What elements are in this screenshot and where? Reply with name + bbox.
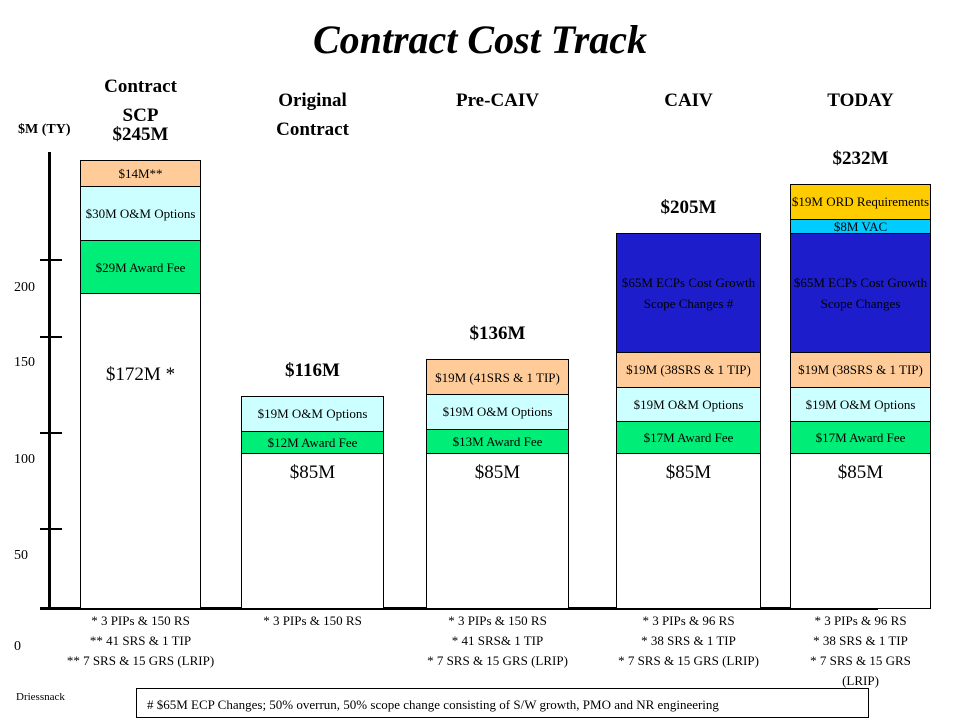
- y-tick-mark: [40, 528, 62, 530]
- column-header: CAIV: [664, 90, 713, 111]
- bar-segment: $19M (38SRS & 1 TIP): [616, 352, 761, 388]
- segment-label: $29M Award Fee: [95, 259, 186, 275]
- column-total-label: $232M: [832, 147, 889, 169]
- segment-label: $19M O&M Options: [442, 404, 553, 420]
- segment-label: $65M ECPs Cost Growth Scope Changes: [793, 275, 928, 312]
- segment-label: $19M (38SRS & 1 TIP): [626, 362, 751, 378]
- bar-segment: $85M: [426, 452, 569, 609]
- segment-label: $19M (41SRS & 1 TIP): [435, 369, 560, 385]
- column-total-label: $116M: [285, 359, 340, 381]
- note-line: (LRIP): [842, 673, 879, 688]
- bar-segment: $17M Award Fee: [790, 421, 931, 454]
- segment-label: $8M VAC: [833, 218, 888, 234]
- segment-label: $19M O&M Options: [257, 406, 368, 422]
- note-line: ** 41 SRS & 1 TIP: [89, 633, 192, 648]
- column-header: TODAY: [827, 90, 894, 111]
- y-axis-label: $M (TY): [18, 122, 71, 137]
- column-notes: * 3 PIPs & 150 RS * 41 SRS& 1 TIP * 7 SRS …: [386, 611, 609, 671]
- segment-label: $172M *: [105, 364, 176, 386]
- footnote-box: # $65M ECP Changes; 50% overrun, 50% sco…: [136, 688, 869, 718]
- note-line: * 3 PIPs & 150 RS: [263, 613, 362, 628]
- bar-segment: $65M ECPs Cost Growth Scope Changes #: [616, 233, 761, 353]
- note-line: * 3 PIPs & 150 RS: [448, 613, 547, 628]
- segment-label: $17M Award Fee: [815, 430, 906, 446]
- segment-label: $19M O&M Options: [805, 397, 916, 413]
- note-line: * 3 PIPs & 96 RS: [642, 613, 735, 628]
- column-notes: * 3 PIPs & 150 RS: [201, 611, 424, 631]
- segment-label: $17M Award Fee: [643, 430, 734, 446]
- y-tick-mark: [40, 259, 62, 261]
- segment-label: $19M (38SRS & 1 TIP): [798, 362, 923, 378]
- segment-label: $85M: [474, 461, 521, 483]
- y-tick-mark: [40, 336, 62, 338]
- note-line: * 38 SRS & 1 TIP: [813, 633, 908, 648]
- bar-segment: $172M *: [80, 293, 201, 609]
- segment-label: $85M: [289, 461, 336, 483]
- bar-segment: $85M: [790, 452, 931, 609]
- note-line: * 7 SRS & 15 GRS: [810, 653, 911, 668]
- segment-label: $19M ORD Requirements: [791, 194, 930, 210]
- bar-segment: $85M: [241, 452, 384, 609]
- y-tick-mark: [40, 432, 62, 434]
- y-tick-label: 100: [14, 452, 35, 467]
- column-total-label: $205M: [660, 197, 717, 219]
- bar-segment: $19M O&M Options: [790, 386, 931, 423]
- bar-segment: $19M O&M Options: [241, 395, 384, 432]
- segment-label: $13M Award Fee: [452, 433, 543, 449]
- segment-label: $85M: [837, 461, 884, 483]
- bar-segment: $85M: [616, 452, 761, 609]
- segment-label: $30M O&M Options: [85, 206, 196, 222]
- note-line: ** 7 SRS & 15 GRS (LRIP): [66, 653, 215, 668]
- note-line: * 41 SRS& 1 TIP: [451, 633, 544, 648]
- column-notes: * 3 PIPs & 150 RS ** 41 SRS & 1 TIP ** 7 S…: [40, 611, 241, 671]
- author-credit: Driessnack: [16, 691, 65, 703]
- note-line: * 7 SRS & 15 GRS (LRIP): [618, 653, 759, 668]
- y-tick-label: 0: [14, 639, 21, 654]
- bar-segment: $65M ECPs Cost Growth Scope Changes: [790, 233, 931, 353]
- bar-segment: $13M Award Fee: [426, 428, 569, 454]
- segment-label: $65M ECPs Cost Growth Scope Changes #: [621, 275, 756, 312]
- bar-segment: $19M (38SRS & 1 TIP): [790, 352, 931, 388]
- segment-label: $19M O&M Options: [633, 397, 744, 413]
- bar-segment: $12M Award Fee: [241, 430, 384, 454]
- column-header: Original Contract: [276, 90, 349, 140]
- bar-segment: $19M O&M Options: [616, 386, 761, 423]
- bar-segment: $19M ORD Requirements: [790, 183, 931, 220]
- column-total-label: $136M: [469, 323, 526, 345]
- column-notes: * 3 PIPs & 96 RS * 38 SRS & 1 TIP * 7 SRS …: [576, 611, 801, 671]
- column-header: Contract SCP: [104, 76, 177, 126]
- bar-segment: $19M (41SRS & 1 TIP): [426, 359, 569, 396]
- note-line: * 7 SRS & 15 GRS (LRIP): [427, 653, 568, 668]
- y-tick-label: 50: [14, 548, 28, 563]
- bar-segment: $17M Award Fee: [616, 421, 761, 454]
- y-tick-label: 200: [14, 280, 35, 295]
- segment-label: $12M Award Fee: [267, 434, 358, 450]
- column-total-label: $245M: [112, 124, 169, 145]
- bar-segment: $30M O&M Options: [80, 185, 201, 242]
- note-line: * 3 PIPs & 150 RS: [91, 613, 190, 628]
- note-line: * 38 SRS & 1 TIP: [641, 633, 736, 648]
- y-axis-line: [48, 152, 51, 609]
- bar-segment: $19M O&M Options: [426, 394, 569, 430]
- y-tick-label: 150: [14, 355, 35, 370]
- segment-label: $14M**: [118, 165, 163, 181]
- bar-segment: $29M Award Fee: [80, 240, 201, 295]
- note-line: * 3 PIPs & 96 RS: [814, 613, 907, 628]
- column-notes: * 3 PIPs & 96 RS * 38 SRS & 1 TIP * 7 SRS …: [750, 611, 960, 691]
- bar-segment: $8M VAC: [790, 218, 931, 235]
- chart-title: Contract Cost Track: [312, 17, 648, 62]
- segment-label: $85M: [665, 461, 712, 483]
- bar-segment: $14M**: [80, 160, 201, 187]
- column-header: Pre-CAIV: [455, 90, 539, 111]
